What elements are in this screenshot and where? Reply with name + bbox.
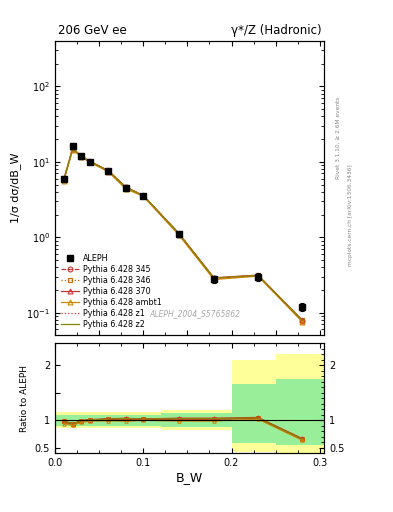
Pythia 6.428 370 bbox=[88, 158, 93, 164]
Pythia 6.428 345 bbox=[211, 275, 216, 282]
Line: Pythia 6.428 370: Pythia 6.428 370 bbox=[61, 146, 305, 323]
Pythia 6.428 346 bbox=[88, 159, 93, 165]
Text: 206 GeV ee: 206 GeV ee bbox=[58, 24, 127, 36]
Pythia 6.428 z1 bbox=[211, 275, 216, 282]
Pythia 6.428 345 bbox=[123, 184, 128, 190]
Pythia 6.428 z1 bbox=[176, 230, 181, 237]
Pythia 6.428 345 bbox=[300, 318, 305, 324]
Pythia 6.428 346 bbox=[106, 167, 110, 174]
Pythia 6.428 z1 bbox=[79, 153, 84, 159]
Pythia 6.428 z2 bbox=[61, 176, 66, 182]
Pythia 6.428 z2 bbox=[79, 153, 84, 159]
Pythia 6.428 370 bbox=[256, 272, 261, 278]
Pythia 6.428 z1 bbox=[300, 318, 305, 324]
Pythia 6.428 345 bbox=[61, 177, 66, 183]
Pythia 6.428 370 bbox=[123, 184, 128, 190]
Text: Rivet 3.1.10, ≥ 2.6M events: Rivet 3.1.10, ≥ 2.6M events bbox=[336, 97, 341, 179]
Pythia 6.428 ambt1 bbox=[300, 318, 305, 325]
Pythia 6.428 ambt1 bbox=[79, 154, 84, 160]
Y-axis label: 1/σ dσ/dB_W: 1/σ dσ/dB_W bbox=[10, 153, 21, 223]
Pythia 6.428 345 bbox=[79, 153, 84, 159]
Pythia 6.428 z1 bbox=[61, 176, 66, 182]
Pythia 6.428 370 bbox=[300, 317, 305, 323]
Pythia 6.428 346 bbox=[176, 230, 181, 237]
Pythia 6.428 370 bbox=[211, 275, 216, 281]
Pythia 6.428 z1 bbox=[141, 193, 146, 199]
Line: Pythia 6.428 z2: Pythia 6.428 z2 bbox=[64, 149, 302, 321]
Line: Pythia 6.428 ambt1: Pythia 6.428 ambt1 bbox=[61, 147, 305, 324]
Pythia 6.428 346 bbox=[79, 153, 84, 159]
Pythia 6.428 z1 bbox=[256, 272, 261, 279]
Pythia 6.428 346 bbox=[256, 272, 261, 279]
Pythia 6.428 346 bbox=[70, 146, 75, 152]
Pythia 6.428 370 bbox=[141, 193, 146, 199]
Pythia 6.428 z1 bbox=[123, 184, 128, 190]
Pythia 6.428 ambt1 bbox=[61, 178, 66, 184]
Pythia 6.428 z2 bbox=[141, 193, 146, 199]
Pythia 6.428 370 bbox=[106, 167, 110, 174]
Pythia 6.428 ambt1 bbox=[141, 194, 146, 200]
Pythia 6.428 z2 bbox=[106, 167, 110, 174]
Pythia 6.428 z2 bbox=[300, 317, 305, 324]
Line: Pythia 6.428 z1: Pythia 6.428 z1 bbox=[64, 149, 302, 321]
Pythia 6.428 z1 bbox=[106, 167, 110, 174]
Pythia 6.428 z1 bbox=[70, 146, 75, 152]
Pythia 6.428 ambt1 bbox=[106, 168, 110, 175]
Pythia 6.428 370 bbox=[70, 145, 75, 152]
Pythia 6.428 345 bbox=[88, 159, 93, 165]
Legend: ALEPH, Pythia 6.428 345, Pythia 6.428 346, Pythia 6.428 370, Pythia 6.428 ambt1,: ALEPH, Pythia 6.428 345, Pythia 6.428 34… bbox=[59, 251, 164, 331]
Text: ALEPH_2004_S5765862: ALEPH_2004_S5765862 bbox=[149, 309, 241, 317]
Pythia 6.428 ambt1 bbox=[70, 146, 75, 153]
Pythia 6.428 345 bbox=[176, 230, 181, 237]
Pythia 6.428 345 bbox=[70, 146, 75, 152]
Pythia 6.428 ambt1 bbox=[256, 273, 261, 279]
Pythia 6.428 346 bbox=[61, 176, 66, 182]
Pythia 6.428 ambt1 bbox=[123, 186, 128, 192]
Pythia 6.428 z2 bbox=[70, 146, 75, 152]
X-axis label: B_W: B_W bbox=[176, 471, 203, 484]
Pythia 6.428 346 bbox=[123, 184, 128, 190]
Pythia 6.428 z2 bbox=[211, 275, 216, 281]
Pythia 6.428 ambt1 bbox=[211, 276, 216, 283]
Pythia 6.428 370 bbox=[79, 153, 84, 159]
Pythia 6.428 345 bbox=[256, 272, 261, 279]
Text: γ*/Z (Hadronic): γ*/Z (Hadronic) bbox=[231, 24, 321, 36]
Pythia 6.428 345 bbox=[141, 193, 146, 199]
Text: mcplots.cern.ch [arXiv:1306.3436]: mcplots.cern.ch [arXiv:1306.3436] bbox=[348, 164, 353, 266]
Pythia 6.428 ambt1 bbox=[176, 231, 181, 238]
Pythia 6.428 z2 bbox=[176, 230, 181, 237]
Pythia 6.428 370 bbox=[176, 230, 181, 236]
Y-axis label: Ratio to ALEPH: Ratio to ALEPH bbox=[20, 365, 29, 432]
Line: Pythia 6.428 345: Pythia 6.428 345 bbox=[61, 146, 305, 323]
Pythia 6.428 346 bbox=[211, 275, 216, 281]
Pythia 6.428 z1 bbox=[88, 159, 93, 165]
Pythia 6.428 z2 bbox=[123, 184, 128, 190]
Pythia 6.428 z2 bbox=[88, 159, 93, 165]
Line: Pythia 6.428 346: Pythia 6.428 346 bbox=[61, 146, 305, 323]
Pythia 6.428 346 bbox=[141, 193, 146, 199]
Pythia 6.428 346 bbox=[300, 317, 305, 324]
Pythia 6.428 ambt1 bbox=[88, 159, 93, 165]
Pythia 6.428 370 bbox=[61, 176, 66, 182]
Pythia 6.428 345 bbox=[106, 168, 110, 174]
Pythia 6.428 z2 bbox=[256, 272, 261, 279]
